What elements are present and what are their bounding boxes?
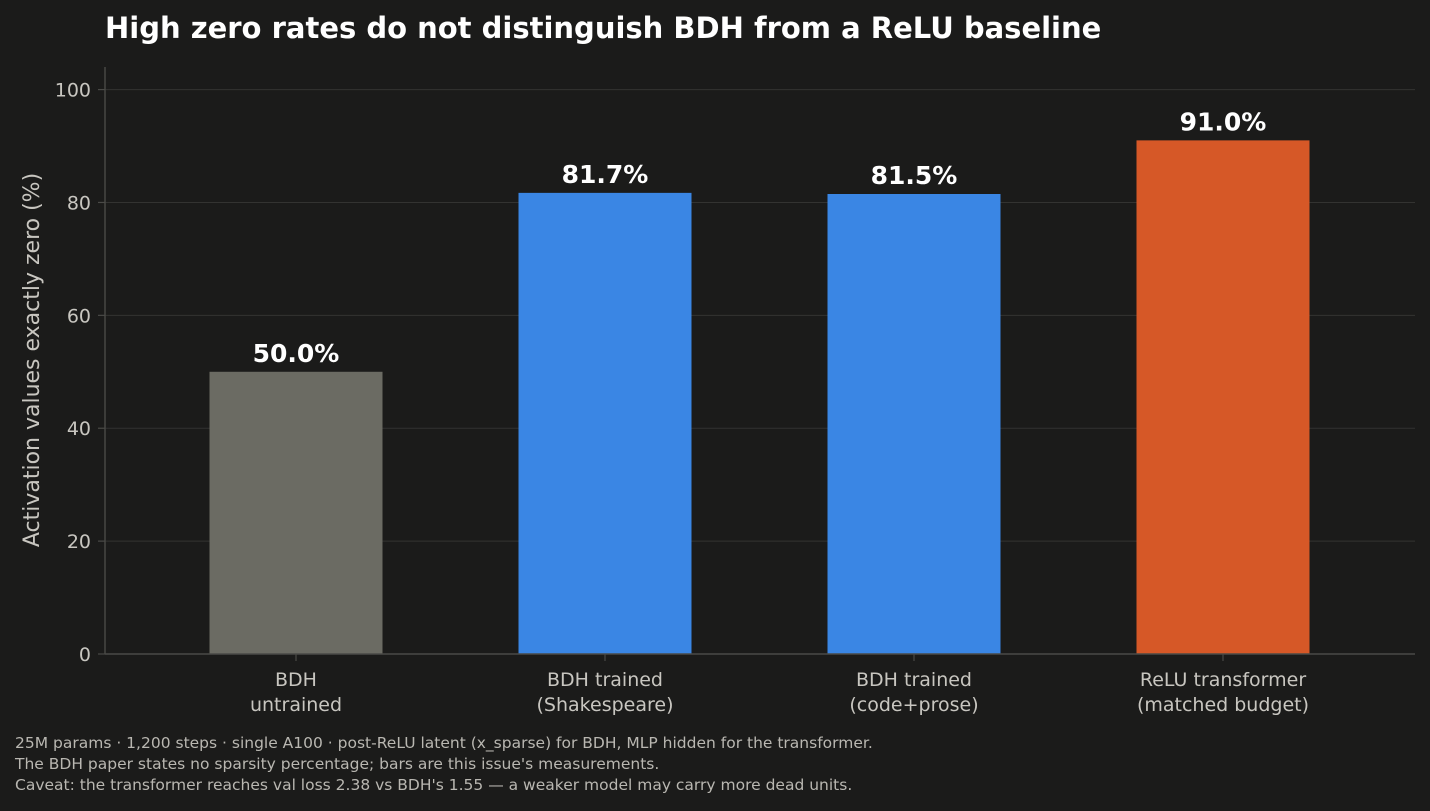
footnote-line: The BDH paper states no sparsity percent… <box>15 755 660 773</box>
y-axis-label: Activation values exactly zero (%) <box>20 173 45 547</box>
x-tick-label: (code+prose) <box>849 694 978 716</box>
bar-value-label: 81.7% <box>562 160 649 189</box>
bar <box>209 371 383 654</box>
x-tick-label: untrained <box>250 694 342 716</box>
axes <box>104 67 1415 655</box>
bar <box>518 192 692 655</box>
y-tick-label: 60 <box>67 305 91 327</box>
x-tick-label: BDH trained <box>547 669 663 691</box>
y-tick-label: 20 <box>67 531 91 553</box>
bar <box>827 193 1001 655</box>
x-tick-label: ReLU transformer <box>1140 669 1306 691</box>
chart-title: High zero rates do not distinguish BDH f… <box>105 11 1101 45</box>
bars <box>209 140 1310 655</box>
y-axis-ticks: 0 20 40 60 80 100 <box>55 80 105 666</box>
x-tick-label: (Shakespeare) <box>537 694 674 716</box>
y-tick-label: 100 <box>55 80 91 102</box>
footnote-line: 25M params · 1,200 steps · single A100 ·… <box>15 734 873 752</box>
x-tick-label: BDH trained <box>856 669 972 691</box>
bar-value-label: 50.0% <box>253 339 340 368</box>
bar-chart: High zero rates do not distinguish BDH f… <box>20 11 1415 716</box>
footnotes: 25M params · 1,200 steps · single A100 ·… <box>15 733 1415 796</box>
bar-value-label: 91.0% <box>1180 107 1267 136</box>
bar-value-labels: 50.0% 81.7% 81.5% 91.0% <box>253 107 1267 367</box>
x-tick-label: BDH <box>275 669 317 691</box>
y-tick-label: 40 <box>67 418 91 440</box>
x-tick-label: (matched budget) <box>1137 694 1309 716</box>
y-tick-label: 0 <box>79 644 91 666</box>
footnote-line: Caveat: the transformer reaches val loss… <box>15 776 853 794</box>
y-tick-label: 80 <box>67 192 91 214</box>
x-axis-ticks: BDH untrained BDH trained (Shakespeare) BDH … <box>250 654 1309 716</box>
bar-value-label: 81.5% <box>871 161 958 190</box>
bar <box>1136 140 1310 654</box>
